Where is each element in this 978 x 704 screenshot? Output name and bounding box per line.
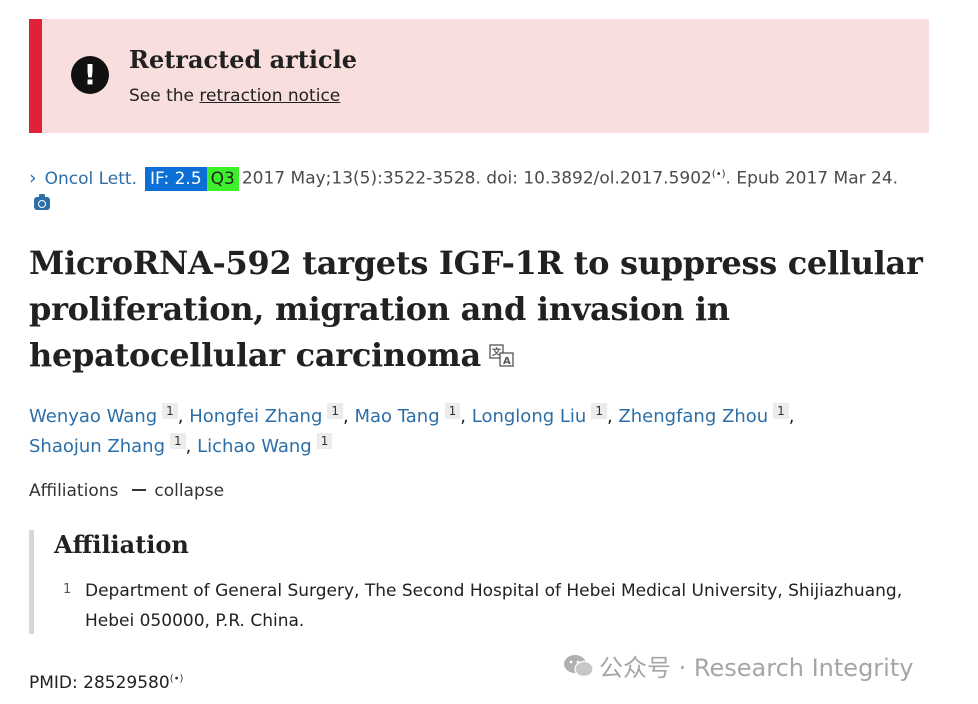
citation-line: › Oncol Lett. IF: 2.5 Q3 2017 May;13(5):3522… (29, 161, 959, 193)
citation-details: 2017 May;13(5):3522-3528. doi: 10.3892/o… (241, 168, 712, 189)
translate-icon[interactable]: 文 A (489, 344, 515, 368)
author-link[interactable]: Longlong Liu (471, 406, 587, 427)
author-link[interactable]: Zhengfang Zhou (618, 406, 769, 427)
impact-factor-badge: IF: 2.5 (145, 166, 207, 191)
author-link[interactable]: Shaojun Zhang (29, 436, 166, 457)
affiliations-label: Affiliations (29, 481, 119, 501)
svg-text:A: A (503, 356, 511, 367)
citation-epub: . Epub 2017 Mar 24. (725, 168, 899, 189)
watermark-text: 公众号 · Research Integrity (599, 654, 914, 682)
affiliation-section: Affiliation 1 Department of General Surg… (29, 530, 949, 634)
article-title-text: MicroRNA-592 targets IGF-1R to suppress … (29, 244, 923, 374)
article-title: MicroRNA-592 targets IGF-1R to suppress … (29, 240, 929, 378)
pmid: PMID: 28529580(•) (29, 673, 183, 693)
affiliation-marker[interactable]: 1 (170, 433, 186, 449)
camera-icon[interactable] (34, 194, 50, 210)
affiliation-heading: Affiliation (54, 530, 189, 559)
affiliation-marker[interactable]: 1 (591, 403, 607, 419)
pmid-text: PMID: 28529580 (29, 673, 170, 693)
minus-icon (132, 489, 147, 491)
author-link[interactable]: Lichao Wang (197, 436, 312, 457)
retraction-line: See the retraction notice (129, 86, 340, 106)
retraction-see-text: See the (129, 86, 195, 106)
author-link[interactable]: Hongfei Zhang (189, 406, 323, 427)
affiliation-text: Department of General Surgery, The Secon… (85, 581, 903, 631)
affiliation-number: 1 (63, 582, 72, 597)
alert-icon: ! (71, 56, 109, 94)
affiliation-marker[interactable]: 1 (162, 403, 178, 419)
affiliation-marker[interactable]: 1 (327, 403, 344, 419)
quartile-badge: Q3 (206, 166, 239, 191)
author-link[interactable]: Mao Tang (354, 406, 440, 427)
affiliations-toggle[interactable]: Affiliations collapse (29, 481, 224, 501)
radio-icon[interactable]: (•) (169, 673, 184, 685)
chevron-right-icon[interactable]: › (29, 166, 37, 189)
wechat-icon (564, 655, 594, 678)
retraction-notice-link[interactable]: retraction notice (199, 86, 341, 106)
watermark: 公众号 · Research Integrity (563, 648, 913, 683)
author-list: Wenyao Wang 1, Hongfei Zhang 1, Mao Tang 1,… (29, 403, 795, 457)
affiliation-marker[interactable]: 1 (316, 433, 333, 449)
radio-icon[interactable]: (•) (711, 169, 726, 180)
svg-text:文: 文 (491, 346, 502, 358)
affiliation-marker[interactable]: 1 (444, 403, 461, 419)
retraction-title: Retracted article (129, 45, 357, 74)
author-link[interactable]: Wenyao Wang (29, 406, 158, 427)
collapse-link[interactable]: collapse (154, 481, 225, 501)
journal-link[interactable]: Oncol Lett. (44, 168, 138, 189)
affiliation-marker[interactable]: 1 (773, 403, 789, 419)
retraction-banner: ! Retracted article See the retraction n… (29, 19, 929, 133)
